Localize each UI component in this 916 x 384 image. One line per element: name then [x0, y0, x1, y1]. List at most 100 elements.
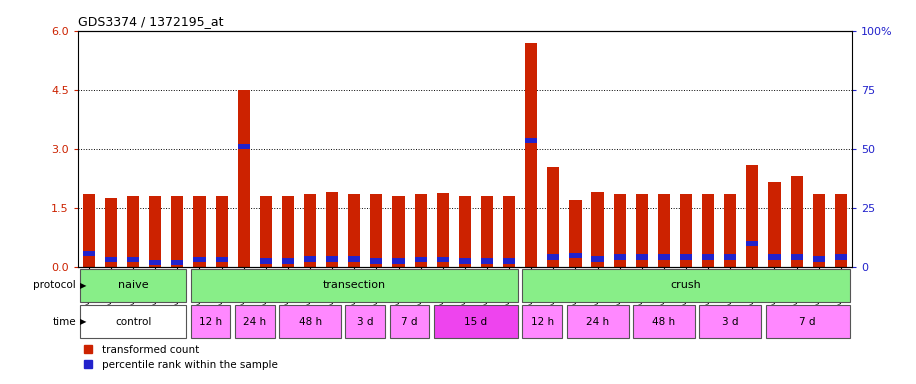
Bar: [437, 257, 449, 262]
Bar: [570, 253, 582, 258]
Text: 48 h: 48 h: [652, 316, 675, 327]
Bar: [834, 255, 847, 260]
Text: ▶: ▶: [80, 317, 86, 326]
Bar: [812, 257, 824, 262]
Bar: [547, 255, 560, 260]
Text: ▶: ▶: [80, 281, 86, 290]
Bar: [260, 258, 272, 263]
Bar: [171, 260, 183, 265]
Bar: [702, 255, 714, 260]
Bar: [769, 182, 780, 267]
Bar: [392, 196, 405, 267]
Bar: [725, 255, 736, 260]
Bar: [747, 164, 758, 267]
Bar: [237, 144, 250, 149]
Bar: [326, 257, 338, 262]
Text: 48 h: 48 h: [299, 316, 322, 327]
Bar: [171, 196, 183, 267]
Bar: [547, 167, 560, 267]
Bar: [105, 198, 117, 267]
Bar: [127, 257, 139, 262]
Bar: [459, 258, 471, 263]
Bar: [570, 200, 582, 267]
Text: naive: naive: [118, 280, 148, 290]
Bar: [215, 196, 228, 267]
Bar: [636, 255, 648, 260]
Text: 12 h: 12 h: [530, 316, 554, 327]
Bar: [127, 196, 139, 267]
Bar: [592, 192, 604, 267]
Bar: [791, 255, 802, 260]
FancyBboxPatch shape: [699, 305, 761, 338]
Bar: [481, 258, 493, 263]
Bar: [680, 255, 692, 260]
Bar: [392, 258, 405, 263]
Bar: [503, 196, 515, 267]
Bar: [459, 196, 471, 267]
Text: transection: transection: [322, 280, 386, 290]
FancyBboxPatch shape: [234, 305, 275, 338]
FancyBboxPatch shape: [522, 305, 562, 338]
Bar: [525, 43, 538, 267]
Bar: [415, 194, 427, 267]
Bar: [658, 255, 670, 260]
FancyBboxPatch shape: [80, 305, 186, 338]
FancyBboxPatch shape: [345, 305, 386, 338]
Bar: [304, 194, 316, 267]
Text: 7 d: 7 d: [401, 316, 418, 327]
Bar: [725, 194, 736, 267]
Bar: [370, 194, 383, 267]
Bar: [437, 193, 449, 267]
FancyBboxPatch shape: [191, 269, 518, 301]
Bar: [415, 257, 427, 262]
Bar: [348, 257, 360, 262]
Bar: [481, 196, 493, 267]
FancyBboxPatch shape: [279, 305, 341, 338]
Bar: [791, 176, 802, 267]
Bar: [592, 257, 604, 262]
Bar: [834, 194, 847, 267]
Bar: [237, 90, 250, 267]
Text: crush: crush: [671, 280, 702, 290]
Bar: [658, 194, 670, 267]
Bar: [614, 194, 626, 267]
FancyBboxPatch shape: [434, 305, 518, 338]
Bar: [370, 258, 383, 263]
Bar: [82, 194, 95, 267]
Bar: [636, 194, 648, 267]
Bar: [503, 258, 515, 263]
Bar: [702, 194, 714, 267]
Text: 3 d: 3 d: [357, 316, 374, 327]
Bar: [769, 255, 780, 260]
Bar: [614, 255, 626, 260]
Bar: [282, 258, 294, 263]
FancyBboxPatch shape: [191, 305, 231, 338]
Bar: [149, 196, 161, 267]
Text: 3 d: 3 d: [722, 316, 738, 327]
Text: 15 d: 15 d: [464, 316, 487, 327]
Bar: [747, 241, 758, 246]
Bar: [260, 196, 272, 267]
Bar: [215, 257, 228, 262]
Bar: [680, 194, 692, 267]
Bar: [193, 196, 205, 267]
FancyBboxPatch shape: [522, 269, 850, 301]
Text: 7 d: 7 d: [800, 316, 816, 327]
Text: time: time: [52, 316, 76, 327]
Text: 24 h: 24 h: [586, 316, 609, 327]
Bar: [82, 250, 95, 256]
Bar: [193, 257, 205, 262]
Bar: [326, 192, 338, 267]
Text: protocol: protocol: [33, 280, 76, 290]
Bar: [282, 196, 294, 267]
FancyBboxPatch shape: [567, 305, 628, 338]
FancyBboxPatch shape: [80, 269, 186, 301]
Bar: [525, 138, 538, 144]
Text: control: control: [115, 316, 151, 327]
Text: 12 h: 12 h: [199, 316, 222, 327]
Bar: [348, 194, 360, 267]
Bar: [105, 257, 117, 262]
Bar: [149, 260, 161, 265]
Bar: [812, 194, 824, 267]
FancyBboxPatch shape: [766, 305, 850, 338]
